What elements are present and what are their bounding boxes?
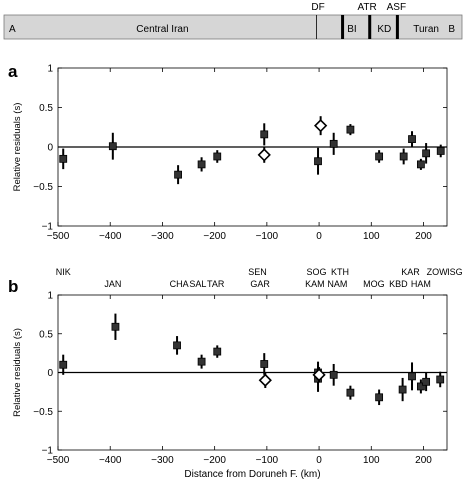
x-tick-label: −500 — [47, 231, 70, 242]
data-point-square — [416, 382, 425, 391]
station-label: NIK — [56, 267, 71, 277]
y-tick-label: 0 — [47, 368, 53, 379]
station-label: JAN — [104, 279, 121, 289]
y-axis-label: Relative residuals (s) — [12, 328, 23, 417]
y-tick-label: −0.5 — [33, 407, 53, 418]
data-point-diamond — [258, 373, 272, 387]
panel-b: b NIK JAN CHA SAL TAR SEN GAR SOG KAM KTH NAM MOG KA… — [8, 267, 463, 480]
data-point-square — [260, 130, 269, 139]
x-tick-label: 200 — [415, 231, 432, 242]
y-tick-label: 0.5 — [39, 103, 53, 114]
station-label: SOG — [306, 267, 326, 277]
terrane-region-label: Central Iran — [136, 24, 188, 35]
x-tick-label: −100 — [256, 231, 279, 242]
station-label: ZOW — [427, 267, 448, 277]
terrane-region-label: BI — [347, 24, 356, 35]
station-label: TAR — [207, 279, 225, 289]
data-point-square — [314, 157, 322, 166]
terrane-region-label: ATR — [357, 2, 376, 13]
y-tick-label: −1 — [42, 446, 54, 457]
data-point-square — [422, 149, 431, 158]
data-point-square — [108, 142, 117, 151]
x-tick-label: −400 — [99, 231, 122, 242]
data-point-square — [329, 370, 338, 379]
terrane-region-label: ASF — [387, 2, 406, 13]
x-tick-label: 0 — [316, 231, 322, 242]
panel-a: a −500 −400 −300 −200 −100 0 100 200 −1 −0.5 0 0.5 1… — [8, 62, 448, 242]
station-label: ISG — [447, 267, 463, 277]
data-point-square — [111, 322, 120, 331]
y-axis-label: Relative residuals (s) — [12, 103, 23, 192]
data-point-square — [436, 147, 445, 155]
station-label: HAM — [411, 279, 431, 289]
data-point-square — [213, 152, 222, 161]
y-tick-label: 0.5 — [39, 329, 53, 340]
station-label: CHA — [170, 279, 189, 289]
data-point-square — [173, 341, 181, 350]
x-tick-label: −200 — [203, 231, 226, 242]
y-tick-label: 1 — [47, 64, 53, 75]
station-label: MOG — [363, 279, 385, 289]
station-label: SEN — [248, 267, 267, 277]
station-label: KBD — [389, 279, 408, 289]
data-point-square — [260, 360, 269, 368]
data-point-square — [408, 372, 416, 381]
data-point-square — [416, 160, 425, 169]
y-tick-label: 0 — [47, 143, 53, 154]
panel-label-a: a — [8, 62, 18, 81]
y-tick-label: 1 — [47, 291, 53, 302]
x-tick-label: −400 — [99, 455, 122, 466]
x-tick-label: −200 — [203, 455, 226, 466]
data-point-square — [422, 377, 431, 386]
data-point-square — [375, 393, 384, 402]
data-point-square — [197, 357, 206, 366]
data-point-diamond — [312, 368, 326, 382]
x-tick-label: −300 — [151, 231, 174, 242]
station-label: SAL — [189, 279, 206, 289]
x-tick-label: −300 — [151, 455, 174, 466]
x-tick-label: 0 — [316, 455, 322, 466]
station-label: KAM — [305, 279, 325, 289]
x-tick-label: −500 — [47, 455, 70, 466]
terrane-bar: A B Central Iran DF ATR ASF BI KD Turan — [3, 2, 463, 40]
x-axis-label: Distance from Doruneh F. (km) — [184, 469, 320, 480]
data-point-square — [346, 388, 355, 397]
terrane-region-label: KD — [377, 24, 391, 35]
terrane-left-label: A — [9, 24, 16, 35]
station-label: KTH — [331, 267, 349, 277]
data-point-square — [375, 152, 384, 161]
x-tick-label: 100 — [363, 231, 380, 242]
x-tick-label: 100 — [363, 455, 380, 466]
terrane-right-label: B — [448, 24, 455, 35]
data-point-square — [398, 385, 407, 394]
data-point-square — [436, 375, 445, 384]
data-point-square — [174, 170, 182, 179]
data-point-square — [59, 154, 68, 163]
data-point-square — [408, 135, 416, 144]
data-point-square — [197, 160, 206, 169]
panel-label-b: b — [8, 277, 18, 296]
data-point-square — [346, 125, 355, 134]
data-point-square — [399, 152, 408, 161]
terrane-bar-background — [3, 14, 463, 40]
station-label: NAM — [327, 279, 347, 289]
terrane-region-label: DF — [311, 2, 324, 13]
data-point-square — [213, 347, 222, 356]
station-label: GAR — [250, 279, 270, 289]
station-label: KAR — [401, 267, 420, 277]
x-tick-label: 200 — [415, 455, 432, 466]
y-tick-label: −0.5 — [33, 182, 53, 193]
terrane-region-label: Turan — [413, 24, 439, 35]
y-tick-label: −1 — [42, 222, 54, 233]
data-point-square — [329, 139, 338, 148]
data-point-square — [59, 360, 68, 369]
data-point-diamond — [257, 148, 271, 162]
data-point-diamond — [314, 119, 328, 133]
x-tick-label: −100 — [256, 455, 279, 466]
